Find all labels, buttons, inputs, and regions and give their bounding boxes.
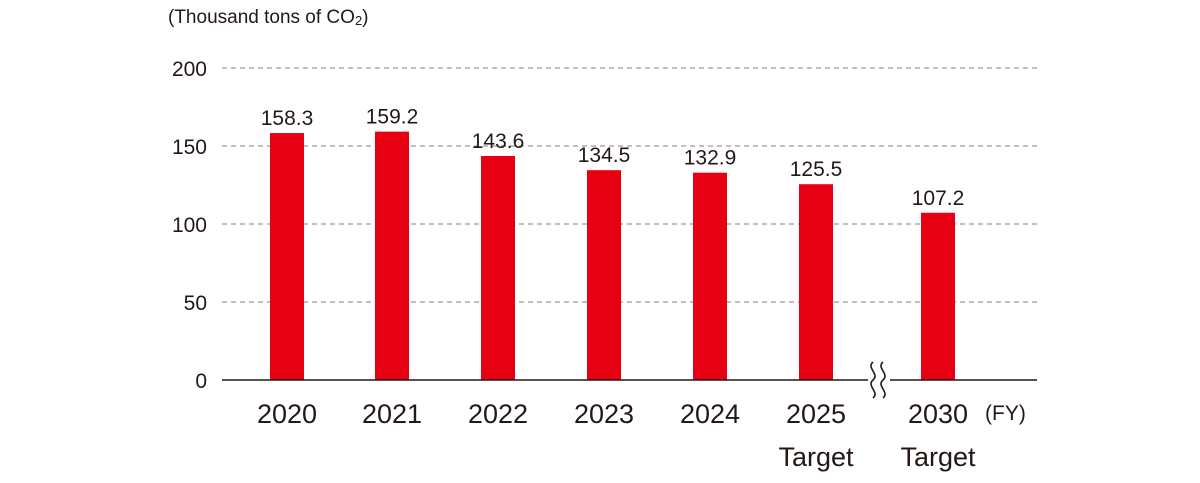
bar-2022	[481, 155, 515, 380]
data-label: 125.5	[790, 158, 843, 181]
data-label: 132.9	[684, 147, 737, 170]
x-tick-label: 2022	[468, 399, 528, 429]
x-tick-sublabel: Target	[900, 442, 976, 472]
bar-2023	[587, 170, 621, 380]
bar-2021	[375, 131, 409, 380]
x-unit-label: (FY)	[985, 402, 1026, 425]
gridlines	[222, 67, 1037, 303]
x-tick-label: 2024	[680, 399, 740, 429]
x-tick-label: 2023	[574, 399, 634, 429]
unit-label-text: (Thousand tons of CO	[168, 7, 355, 28]
data-label: 159.2	[366, 106, 419, 129]
x-tick-label: 2020	[257, 399, 317, 429]
x-axis-ticks: 2020 2021 2022 2023 2024 2025 Target 2030 Target	[257, 399, 976, 472]
bar-2020	[270, 133, 304, 380]
data-label: 158.3	[261, 107, 314, 130]
data-label: 107.2	[912, 187, 965, 210]
y-tick-label: 200	[172, 58, 207, 81]
data-label: 134.5	[578, 144, 631, 167]
y-tick-label: 150	[172, 136, 207, 159]
y-tick-label: 50	[184, 292, 207, 315]
unit-label: (Thousand tons of CO2)	[168, 7, 369, 28]
data-label: 143.6	[472, 130, 525, 153]
x-tick-sublabel: Target	[778, 442, 854, 472]
x-tick-label: 2025	[786, 399, 846, 429]
x-tick-label: 2021	[362, 399, 422, 429]
y-axis-ticks: 0 50 100 150 200	[172, 58, 207, 393]
data-labels: 158.3 159.2 143.6 134.5 132.9 125.5 107.2	[261, 106, 965, 210]
axis-break-icon	[868, 361, 890, 399]
bar-2024	[693, 172, 727, 380]
bar-2030	[921, 212, 955, 380]
bars	[270, 131, 955, 380]
unit-label-close: )	[362, 7, 368, 28]
y-tick-label: 100	[172, 214, 207, 237]
y-tick-label: 0	[195, 370, 207, 393]
x-tick-label: 2030	[908, 399, 968, 429]
unit-label-subscript: 2	[355, 13, 362, 28]
bar-2025	[799, 184, 833, 380]
